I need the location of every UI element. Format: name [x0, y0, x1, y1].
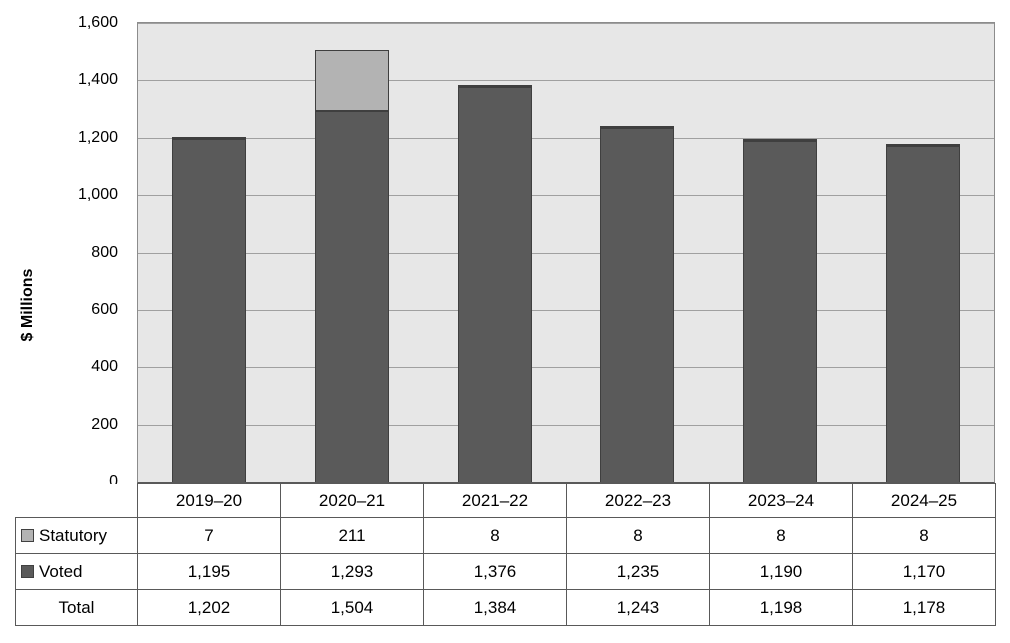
- bar-statutory: [600, 126, 675, 128]
- gridline: [138, 252, 994, 254]
- plot-area: [137, 22, 995, 483]
- bar-statutory: [315, 50, 389, 111]
- bar-voted: [315, 111, 389, 482]
- gridline: [138, 309, 994, 311]
- bar-voted: [885, 146, 960, 482]
- table-value-cell: 1,376: [423, 553, 567, 590]
- y-tick-label: 200: [91, 415, 118, 433]
- year-header-cell: 2020–21: [280, 483, 424, 518]
- table-value-cell: 1,170: [852, 553, 996, 590]
- bar-voted: [600, 128, 675, 482]
- table-value-cell: 7: [137, 517, 281, 554]
- table-value-cell: 8: [852, 517, 996, 554]
- gridline: [138, 195, 994, 197]
- bar-statutory: [743, 139, 817, 141]
- gridline: [138, 80, 994, 82]
- year-header-cell: 2019–20: [137, 483, 281, 518]
- legend-row-label: Statutory: [15, 517, 138, 554]
- y-tick-label: 1,600: [77, 14, 118, 31]
- series-name: Voted: [39, 561, 83, 581]
- table-total-cell: 1,178: [852, 589, 996, 626]
- gridline: [138, 137, 994, 139]
- table-value-cell: 1,293: [280, 553, 424, 590]
- legend-swatch: [21, 528, 34, 542]
- table-value-cell: 8: [423, 517, 567, 554]
- bar-voted: [172, 139, 247, 482]
- table-value-cell: 1,190: [709, 553, 853, 590]
- gridline: [138, 23, 994, 24]
- bar-voted: [743, 141, 817, 482]
- series-name: Statutory: [39, 525, 108, 545]
- y-tick-label: 1,000: [77, 186, 118, 204]
- table-total-cell: 1,202: [137, 589, 281, 626]
- year-header-cell: 2022–23: [566, 483, 710, 518]
- table-value-cell: 211: [280, 517, 424, 554]
- bar-statutory: [885, 144, 960, 146]
- y-tick-label: 400: [91, 358, 118, 376]
- table-value-cell: 8: [566, 517, 710, 554]
- year-header-cell: 2023–24: [709, 483, 853, 518]
- year-header-cell: 2021–22: [423, 483, 567, 518]
- bar-statutory: [172, 137, 247, 139]
- total-row-label: Total: [15, 589, 138, 626]
- legend-swatch: [21, 564, 34, 578]
- table-value-cell: 1,195: [137, 553, 281, 590]
- table-corner-blank: [15, 483, 138, 518]
- table-value-cell: 8: [709, 517, 853, 554]
- table-total-cell: 1,384: [423, 589, 567, 626]
- gridline: [138, 367, 994, 369]
- bar-voted: [457, 87, 532, 482]
- year-header-cell: 2024–25: [852, 483, 996, 518]
- y-tick-label: 1,400: [77, 71, 118, 89]
- y-tick-label: 800: [91, 243, 118, 261]
- y-tick-label: 1,200: [77, 128, 118, 146]
- legend-row-label: Voted: [15, 553, 138, 590]
- data-table: 2019–20 2020–21 2021–22 2022–23 2023–24 2024–…: [15, 483, 996, 626]
- table-total-cell: 1,198: [709, 589, 853, 626]
- table-value-cell: 1,235: [566, 553, 710, 590]
- bar-statutory: [457, 85, 532, 87]
- gridline: [138, 424, 994, 426]
- table-total-cell: 1,504: [280, 589, 424, 626]
- table-total-cell: 1,243: [566, 589, 710, 626]
- y-tick-label: 600: [91, 300, 118, 318]
- y-tick-label: 0: [109, 473, 118, 490]
